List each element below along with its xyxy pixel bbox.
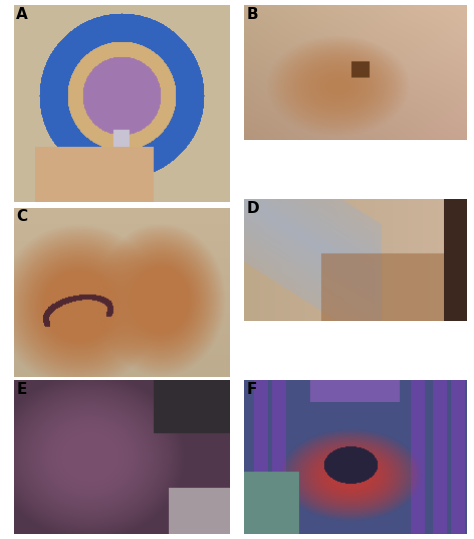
Text: E: E <box>17 382 27 397</box>
Text: F: F <box>246 382 257 397</box>
Text: A: A <box>17 8 28 22</box>
Text: B: B <box>246 6 258 22</box>
Text: D: D <box>246 201 259 216</box>
Text: C: C <box>17 209 27 224</box>
